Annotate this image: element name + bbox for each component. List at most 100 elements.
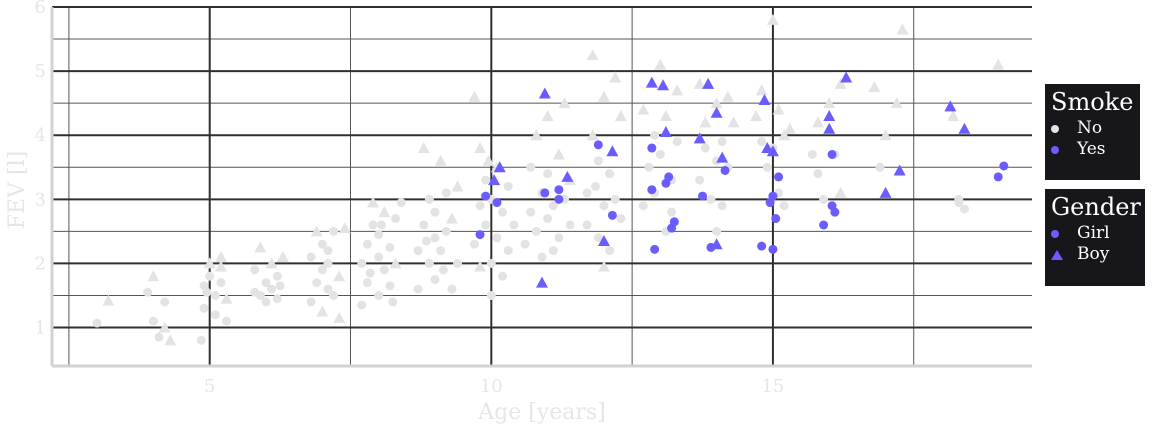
data-point-girl-no: [672, 137, 682, 147]
data-point-girl-no: [779, 201, 789, 211]
data-point-girl-no: [706, 194, 716, 204]
data-point-girl-no: [543, 214, 553, 224]
data-point-boy-no: [482, 154, 495, 166]
data-point-girl-no: [160, 297, 170, 307]
data-point-boy-no: [333, 270, 346, 282]
data-point-girl-no: [441, 226, 451, 236]
data-point-girl-yes: [819, 220, 829, 230]
data-point-boy-no: [597, 260, 610, 272]
data-point-girl-no: [717, 137, 727, 147]
data-point-boy-yes: [879, 186, 892, 198]
data-point-boy-no: [389, 257, 402, 269]
data-point-girl-yes: [768, 244, 778, 254]
data-point-girl-no: [447, 284, 457, 294]
data-point-boy-yes: [657, 79, 670, 91]
data-point-girl-no: [210, 290, 220, 300]
data-point-boy-no: [699, 116, 712, 128]
data-point-girl-no: [376, 220, 386, 230]
data-point-girl-no: [453, 258, 463, 268]
data-point-girl-no: [509, 220, 519, 230]
data-point-boy-no: [316, 305, 329, 317]
data-point-boy-yes: [536, 276, 548, 288]
data-point-boy-yes: [710, 238, 723, 250]
data-point-girl-no: [422, 236, 432, 246]
data-point-girl-no: [638, 201, 648, 211]
data-point-girl-no: [329, 226, 339, 236]
legend-item-girl: Girl: [1045, 223, 1145, 244]
data-point-girl-no: [216, 278, 226, 288]
data-point-girl-no: [554, 233, 564, 243]
y-tick-label: 4: [35, 125, 46, 146]
data-point-boy-no: [276, 251, 289, 263]
circle-marker-icon: [1051, 119, 1067, 139]
x-tick-label: 10: [480, 376, 503, 397]
data-point-girl-no: [441, 188, 451, 198]
data-point-girl-no: [379, 265, 389, 275]
y-axis-label: FEV [l]: [5, 151, 30, 229]
data-point-boy-yes: [823, 109, 836, 121]
data-point-boy-no: [102, 294, 115, 306]
data-point-boy-no: [552, 148, 565, 160]
data-point-boy-no: [468, 90, 481, 102]
data-point-girl-no: [261, 278, 271, 288]
data-point-girl-yes: [475, 230, 485, 240]
legend-item-yes: Yes: [1045, 139, 1140, 160]
data-point-girl-no: [498, 271, 508, 281]
data-point-girl-no: [526, 162, 536, 172]
data-point-girl-no: [154, 332, 164, 342]
legend-label-boy: Boy: [1077, 244, 1110, 264]
data-point-girl-no: [368, 220, 378, 230]
data-point-girl-no: [593, 233, 603, 243]
data-point-boy-no: [310, 225, 323, 237]
data-point-boy-no: [750, 109, 763, 121]
data-point-girl-yes: [698, 191, 708, 201]
data-point-girl-no: [605, 169, 615, 179]
data-point-girl-no: [306, 252, 316, 262]
data-point-boy-no: [609, 71, 622, 83]
data-point-girl-yes: [720, 165, 730, 175]
data-point-girl-no: [503, 246, 513, 256]
data-point-boy-no: [214, 260, 227, 272]
data-point-girl-no: [531, 226, 541, 236]
data-point-girl-yes: [830, 207, 840, 217]
data-point-boy-yes: [597, 234, 610, 246]
data-point-girl-no: [261, 297, 271, 307]
data-point-boy-no: [823, 97, 836, 109]
data-point-boy-yes: [561, 170, 574, 182]
y-tick-label: 6: [35, 0, 46, 18]
y-tick-label: 2: [35, 253, 46, 274]
data-point-girl-no: [374, 252, 384, 262]
data-point-boy-no: [811, 116, 824, 128]
data-point-girl-no: [650, 130, 660, 140]
data-point-girl-no: [385, 242, 395, 252]
data-point-boy-yes: [538, 87, 551, 99]
data-point-girl-no: [548, 246, 558, 256]
data-point-girl-no: [424, 194, 434, 204]
data-point-boy-yes: [944, 100, 957, 112]
data-point-girl-yes: [554, 194, 564, 204]
data-point-girl-no: [481, 220, 491, 230]
data-point-girl-no: [148, 316, 158, 326]
data-point-girl-no: [667, 207, 677, 217]
data-point-girl-no: [374, 230, 384, 240]
data-point-boy-yes: [645, 76, 658, 88]
data-point-girl-no: [565, 220, 575, 230]
data-point-boy-no: [992, 58, 1005, 70]
data-point-boy-no: [434, 154, 447, 166]
data-point-boy-no: [586, 129, 599, 141]
data-point-girl-no: [616, 214, 626, 224]
data-point-girl-no: [503, 182, 513, 191]
data-point-boy-no: [451, 180, 464, 192]
x-tick-label: 5: [204, 376, 215, 397]
data-point-boy-yes: [693, 132, 706, 144]
data-point-girl-no: [599, 201, 609, 211]
data-point-girl-no: [717, 201, 727, 211]
data-point-boy-no: [896, 23, 909, 35]
data-point-girl-yes: [647, 185, 657, 195]
data-point-girl-no: [582, 220, 592, 230]
data-point-girl-no: [486, 290, 496, 300]
data-point-girl-no: [959, 204, 969, 214]
data-point-girl-yes: [768, 191, 778, 201]
legend-item-no: No: [1045, 118, 1140, 139]
legend-label-girl: Girl: [1077, 223, 1110, 243]
